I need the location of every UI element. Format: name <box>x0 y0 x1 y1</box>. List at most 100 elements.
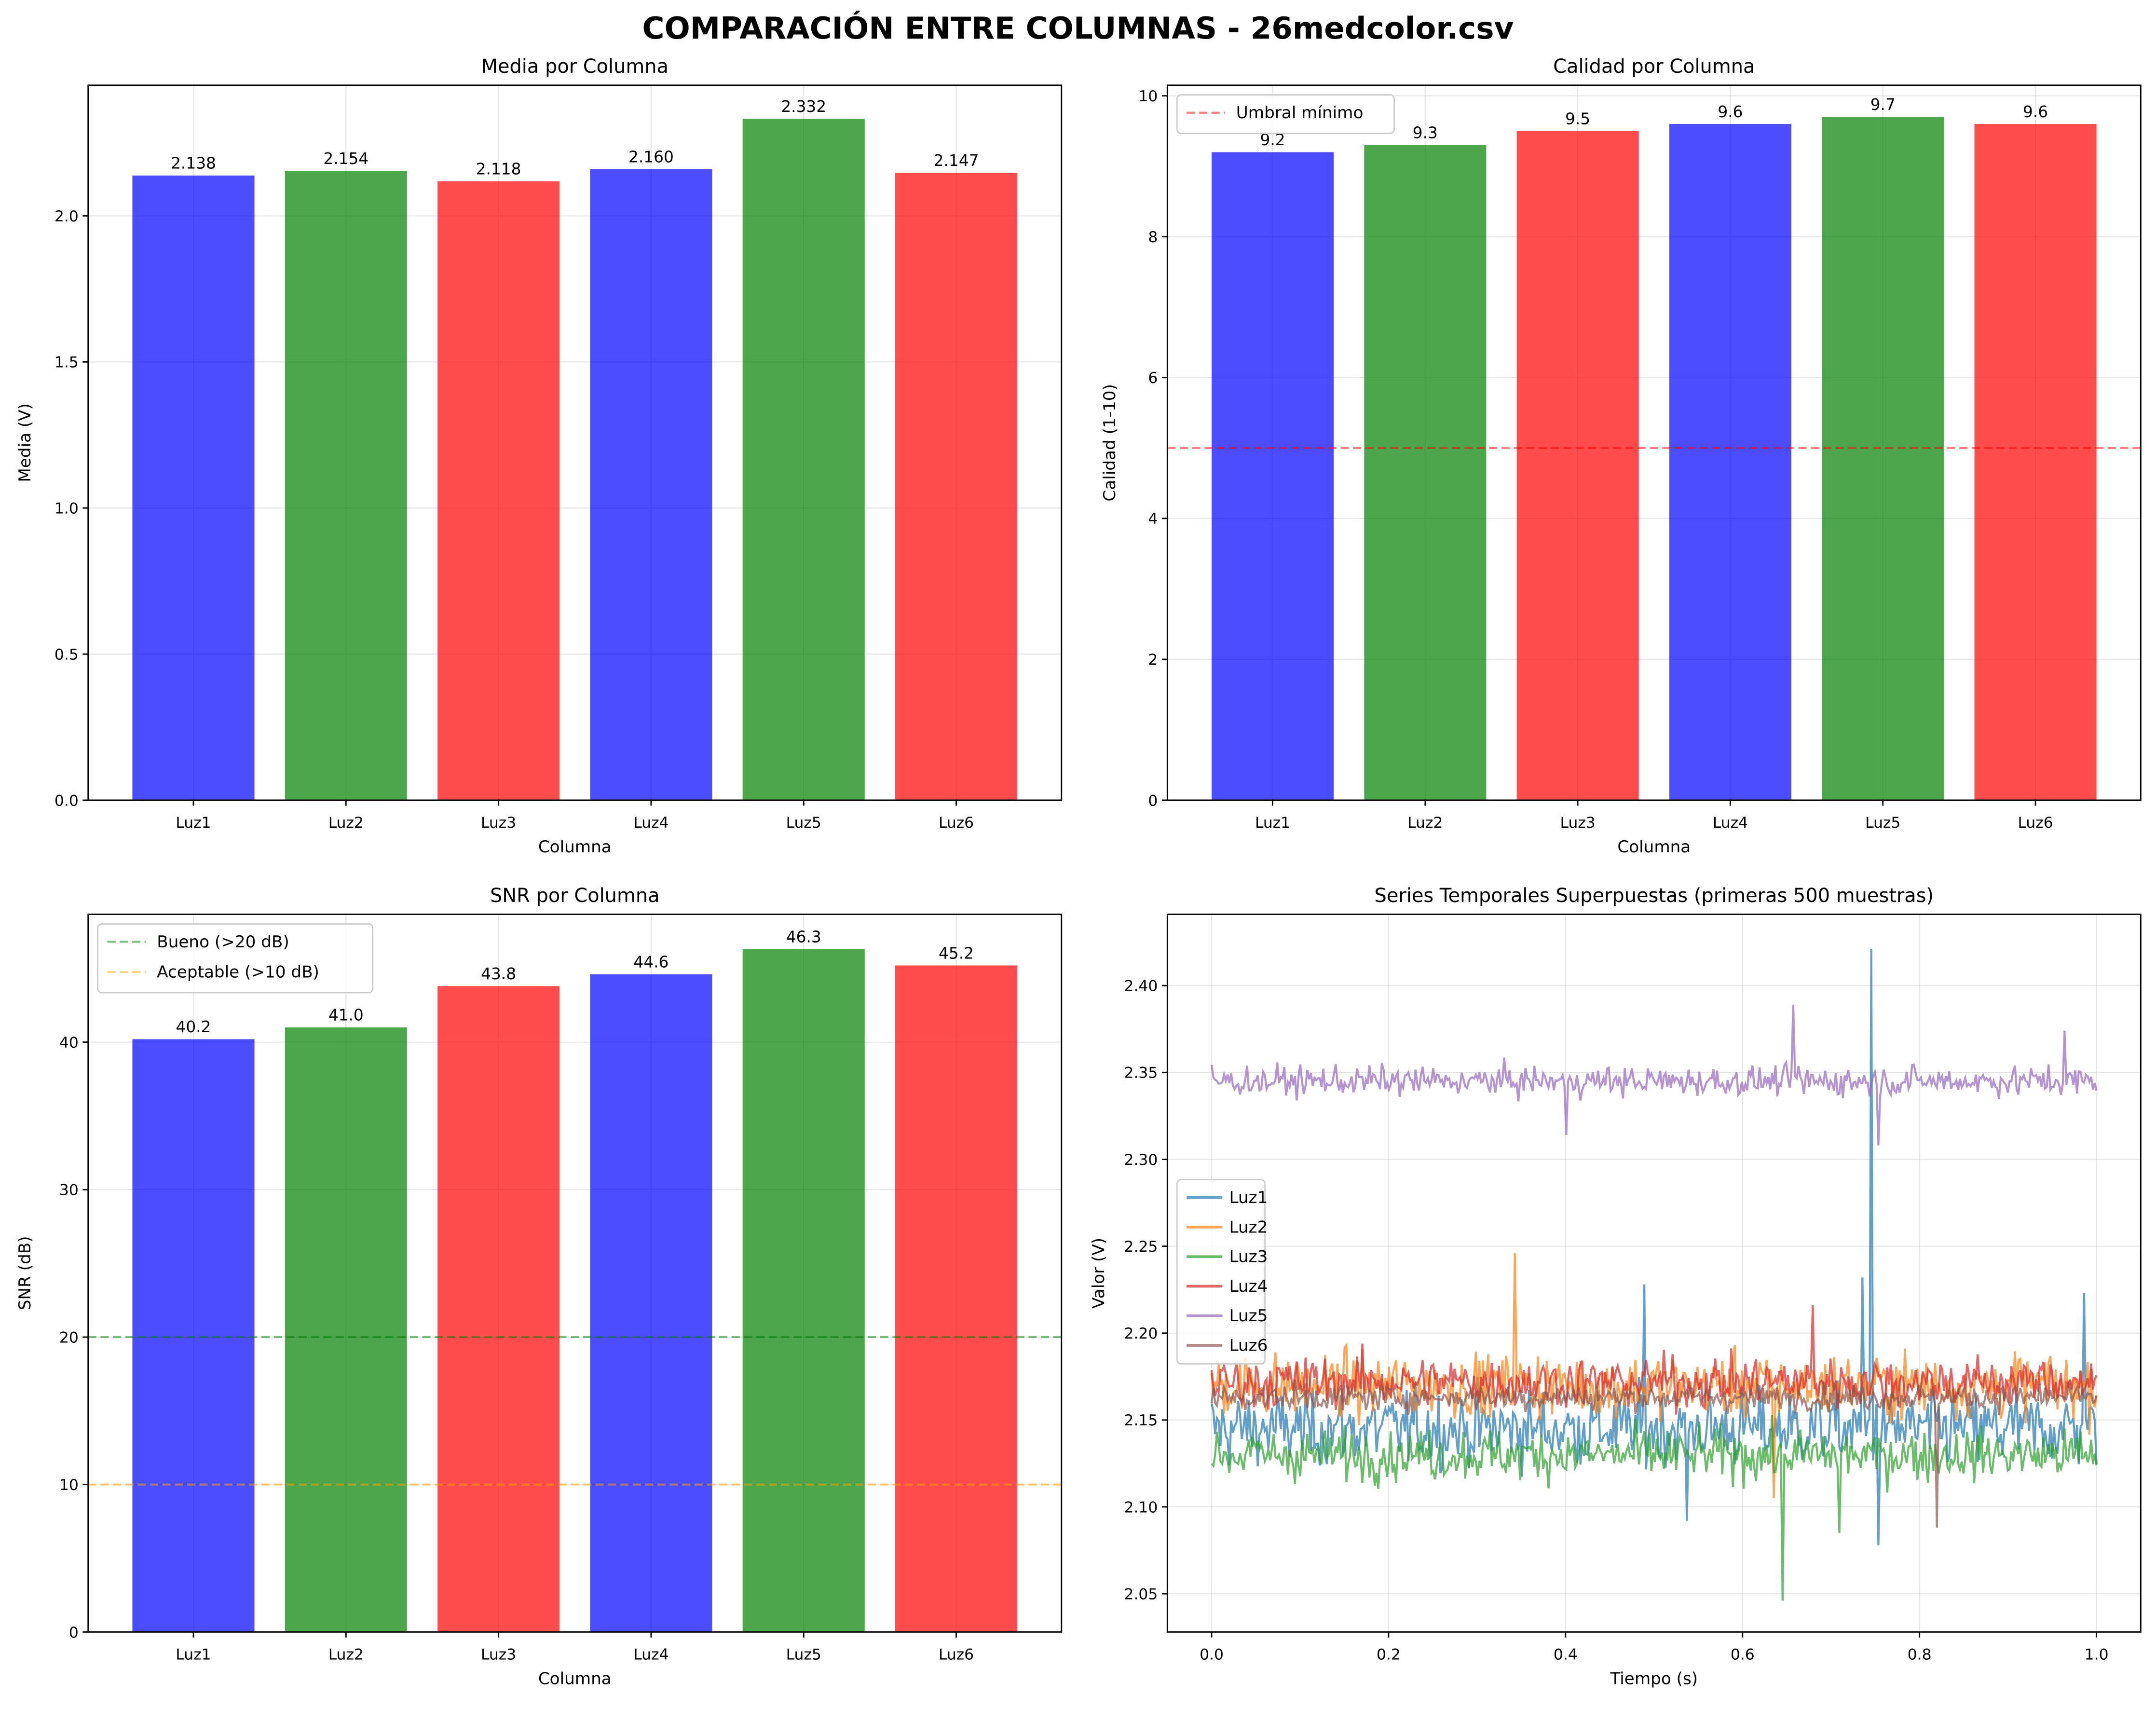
y-tick-label: 0.5 <box>55 646 79 663</box>
bar-value-label: 2.160 <box>628 148 674 166</box>
x-tick-label: Luz6 <box>2018 814 2053 832</box>
axes-frame <box>87 84 1063 801</box>
x-tick-label: 0.4 <box>1554 1646 1578 1663</box>
bar-value-label: 2.147 <box>934 151 979 170</box>
bar-luz4 <box>590 169 712 800</box>
bar-luz2 <box>285 1027 407 1632</box>
x-tick-label: 0.8 <box>1908 1646 1932 1663</box>
legend-label: Umbral mínimo <box>1236 103 1364 123</box>
bar-value-label: 2.154 <box>323 150 368 168</box>
y-tick-label: 2.40 <box>1124 978 1158 995</box>
legend-frame <box>1176 1179 1266 1365</box>
legend: Luz1 Luz2 Luz3 Luz4 Luz5 Luz6 <box>1176 1179 1268 1365</box>
subplot-title: Media por Columna <box>481 55 669 78</box>
legend-label: Aceptable (>10 dB) <box>157 963 319 982</box>
bar-luz3 <box>437 181 560 800</box>
x-tick-label: 1.0 <box>2085 1646 2109 1663</box>
y-tick-label: 0.0 <box>55 792 79 809</box>
legend-frame <box>1176 94 1395 134</box>
y-tick-label: 6 <box>1148 369 1158 387</box>
bar-value-label: 9.3 <box>1413 124 1438 142</box>
series-line-luz4 <box>1210 1305 2098 1415</box>
y-tick-label: 2.25 <box>1124 1238 1158 1256</box>
y-tick-label: 2.30 <box>1124 1151 1158 1169</box>
y-tick-label: 2.15 <box>1124 1412 1158 1429</box>
figure-title: COMPARACIÓN ENTRE COLUMNAS - 26medcolor.… <box>642 11 1514 46</box>
y-tick-label: 40 <box>59 1034 79 1052</box>
legend-label: Luz6 <box>1229 1336 1268 1355</box>
x-tick-label: 0.0 <box>1200 1646 1224 1663</box>
legend-label: Luz1 <box>1229 1188 1268 1207</box>
bar-luz6 <box>1974 124 2097 800</box>
series-line-luz6 <box>1210 1379 2098 1528</box>
x-axis-label: Tiempo (s) <box>1610 1669 1698 1689</box>
bar-value-label: 43.8 <box>481 965 516 983</box>
subplot-title: Series Temporales Superpuestas (primeras… <box>1375 885 1934 907</box>
y-tick-label: 2.35 <box>1124 1065 1158 1082</box>
axes-frame <box>1166 914 2142 1633</box>
axes-frame <box>87 914 1063 1633</box>
bar-luz5 <box>1822 117 1944 800</box>
y-tick-label: 2.05 <box>1124 1586 1158 1603</box>
bar-value-label: 44.6 <box>633 953 669 971</box>
x-tick-label: Luz1 <box>176 1646 211 1663</box>
x-axis-label: Columna <box>538 1669 612 1689</box>
legend-label: Bueno (>20 dB) <box>157 932 289 952</box>
bar-value-label: 46.3 <box>786 928 821 946</box>
panel-1: 0.0 0.5 1.0 1.5 2.0 Luz1 Luz2 Luz3 Luz4 Luz5 Luz6 2… <box>15 55 1063 857</box>
y-axis-label: Valor (V) <box>1089 1238 1108 1309</box>
bar-luz3 <box>1516 131 1639 800</box>
bar-luz1 <box>1212 152 1334 800</box>
x-axis-label: Columna <box>1617 837 1691 857</box>
axes-frame <box>1166 84 2142 801</box>
x-tick-label: Luz3 <box>1560 814 1596 832</box>
y-tick-label: 1.0 <box>55 500 79 518</box>
x-tick-label: 0.2 <box>1377 1646 1401 1663</box>
bar-luz1 <box>132 175 255 800</box>
legend-label: Luz2 <box>1229 1217 1268 1237</box>
y-tick-label: 0 <box>69 1624 79 1641</box>
y-tick-label: 30 <box>59 1182 79 1199</box>
x-tick-label: 0.6 <box>1731 1646 1755 1663</box>
x-tick-label: Luz2 <box>328 814 364 832</box>
y-axis-label: SNR (dB) <box>15 1236 35 1311</box>
bar-luz2 <box>285 171 407 800</box>
bar-luz3 <box>437 986 560 1632</box>
x-tick-label: Luz2 <box>328 1646 364 1663</box>
y-tick-label: 10 <box>59 1477 79 1494</box>
bar-value-label: 40.2 <box>176 1018 211 1036</box>
x-tick-label: Luz2 <box>1407 814 1443 832</box>
subplot-title: Calidad por Columna <box>1553 55 1755 78</box>
y-axis-label: Calidad (1-10) <box>1100 384 1119 501</box>
bar-luz5 <box>742 119 865 800</box>
subplot-title: SNR por Columna <box>490 885 660 907</box>
legend: Bueno (>20 dB) Aceptable (>10 dB) <box>97 923 374 994</box>
legend-frame <box>97 923 374 994</box>
x-tick-label: Luz4 <box>633 814 669 832</box>
y-tick-label: 20 <box>59 1329 79 1346</box>
legend-label: Luz3 <box>1229 1247 1268 1267</box>
panel-3: 0 10 20 30 40 Luz1 Luz2 Luz3 Luz4 Luz5 Luz6 40.2 41.… <box>15 885 1063 1689</box>
y-tick-label: 10 <box>1138 88 1158 105</box>
y-tick-label: 2 <box>1148 651 1158 669</box>
y-axis-label: Media (V) <box>15 403 35 482</box>
x-tick-label: Luz3 <box>481 814 516 832</box>
bar-luz5 <box>742 949 865 1632</box>
bar-value-label: 41.0 <box>328 1006 364 1025</box>
x-axis-label: Columna <box>538 837 612 857</box>
series-line-luz5 <box>1210 1004 2098 1146</box>
x-tick-label: Luz1 <box>176 814 211 832</box>
x-tick-label: Luz5 <box>1865 814 1900 832</box>
y-tick-label: 2.0 <box>55 208 79 225</box>
bar-luz1 <box>132 1039 255 1632</box>
series-group <box>1210 949 2098 1601</box>
series-line-luz3 <box>1211 1415 2098 1601</box>
bar-value-label: 2.118 <box>476 160 521 178</box>
legend: Umbral mínimo <box>1176 94 1395 134</box>
bar-value-label: 9.6 <box>1718 103 1743 121</box>
y-tick-label: 2.10 <box>1124 1499 1158 1516</box>
legend-label: Luz4 <box>1229 1277 1268 1296</box>
bar-value-label: 45.2 <box>939 944 974 962</box>
